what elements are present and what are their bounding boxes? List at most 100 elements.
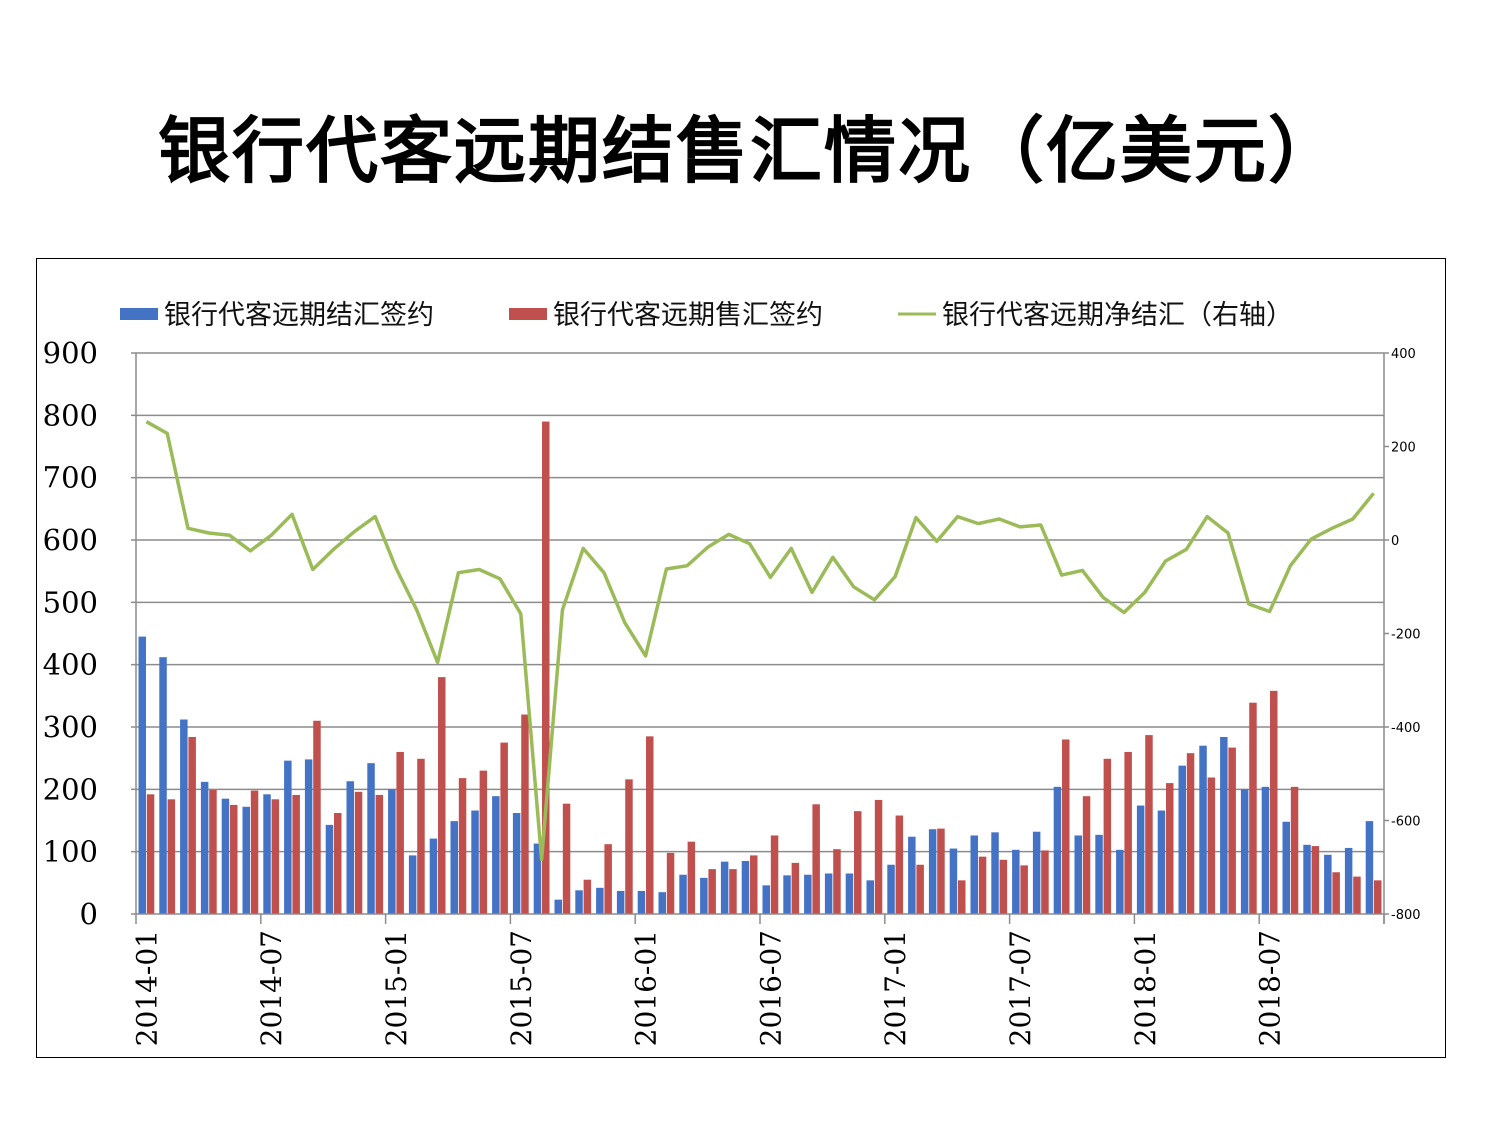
bar-settle [325, 824, 334, 914]
bar-settle [554, 899, 562, 914]
bar-settle [908, 836, 916, 914]
bar-settle [1157, 810, 1166, 914]
bar-settle [949, 848, 958, 914]
bar-sale [916, 864, 924, 914]
x-tick-label: 2015-07 [505, 930, 538, 1046]
x-tick-label: 2016-07 [754, 930, 787, 1046]
y-tick-label-left: 600 [43, 523, 98, 557]
bar-settle [575, 890, 583, 914]
y-tick-label-left: 900 [43, 336, 98, 370]
bar-settle [408, 855, 417, 914]
bar-sale [1166, 783, 1174, 914]
legend-swatch-settle [120, 308, 158, 320]
bar-sale [666, 852, 675, 914]
bar-settle [388, 789, 396, 914]
bar-settle [1116, 849, 1124, 914]
bar-settle [679, 874, 687, 914]
x-tick-label: 2015-01 [380, 930, 413, 1046]
bar-settle [1074, 835, 1082, 914]
bar-settle [242, 806, 250, 914]
bar-sale [791, 862, 800, 914]
bar-settle [991, 832, 999, 914]
y-tick-label-right: -600 [1391, 815, 1421, 830]
bar-settle [700, 877, 708, 914]
y-tick-label-left: 400 [43, 648, 98, 682]
bar-settle [1303, 844, 1311, 914]
bar-sale [937, 828, 945, 914]
bar-sale [334, 813, 342, 914]
y-tick-label-right: 0 [1391, 534, 1399, 549]
bar-sale [1228, 747, 1236, 914]
bar-settle [450, 821, 458, 914]
y-tick-label-right: 400 [1391, 347, 1416, 362]
bar-sale [479, 770, 488, 914]
y-tick-label-right: -800 [1391, 908, 1421, 923]
bar-sale [1290, 786, 1299, 914]
bar-settle [804, 874, 812, 914]
bar-settle [845, 873, 854, 914]
x-tick-label: 2017-01 [879, 930, 912, 1046]
x-tick-label: 2018-01 [1129, 930, 1162, 1046]
bar-sale [1145, 735, 1153, 914]
bar-settle [1240, 789, 1249, 914]
bar-sale [583, 879, 592, 914]
legend: 银行代客远期结汇签约 银行代客远期售汇签约 银行代客远期净结汇（右轴） [120, 300, 1293, 331]
y-tick-label-right: 200 [1391, 441, 1416, 456]
y-tick-label-left: 100 [43, 835, 98, 869]
bar-settle [658, 892, 666, 914]
bar-settle [762, 885, 770, 914]
bar-sale [1186, 753, 1195, 914]
bar-settle [1344, 847, 1353, 914]
bar-sale [895, 815, 904, 914]
y-tick-label-right: -200 [1391, 628, 1421, 643]
y-axis-left: 0 100 200 300 400 500 600 700 800 900 [43, 336, 98, 931]
bar-sale [458, 778, 467, 914]
bar-sale [1062, 739, 1070, 914]
x-tick-label: 2016-01 [630, 930, 663, 1046]
bar-sale [1270, 690, 1278, 914]
y-tick-label-left: 300 [43, 710, 98, 744]
bar-sale [999, 859, 1008, 914]
bar-sale [978, 856, 987, 914]
bar-sale [230, 804, 238, 914]
bar-settle [138, 636, 146, 914]
bar-settle [367, 763, 375, 914]
bar-sale [687, 841, 696, 914]
bar-settle [159, 657, 167, 914]
y-tick-label-left: 0 [80, 897, 98, 931]
bar-settle [720, 861, 729, 914]
bar-settle [783, 875, 791, 914]
bar-sale [292, 794, 300, 914]
bar-settle [492, 796, 500, 914]
bar-sale [1353, 876, 1361, 914]
line-series [145, 420, 1375, 862]
bar-sale [1041, 850, 1049, 914]
bar-sale [854, 811, 862, 914]
bar-sale [604, 844, 612, 914]
bar-settle [1136, 805, 1145, 914]
gridlines [136, 352, 1384, 853]
legend-label-sale: 银行代客远期售汇签约 [553, 300, 823, 331]
bar-sale [646, 736, 654, 914]
bar-settle [637, 890, 646, 914]
y-tick-label-left: 500 [43, 585, 98, 619]
bar-sale [354, 791, 363, 914]
bar-sale [542, 421, 550, 914]
bar-sale [1249, 702, 1257, 914]
bar-sale [1207, 777, 1216, 914]
x-tick-label: 2018-07 [1254, 930, 1287, 1046]
bar-sale [209, 789, 217, 914]
bar-sale [833, 849, 841, 914]
bar-settle [429, 838, 438, 914]
bar-settle [200, 781, 209, 914]
bar-settle [512, 813, 521, 914]
chart: 银行代客远期结汇签约 银行代客远期售汇签约 银行代客远期净结汇（右轴） 0 100… [43, 300, 1421, 1046]
bar-settle [304, 759, 313, 914]
chart-frame [36, 258, 1446, 1058]
bar-settle [1032, 831, 1041, 914]
bar-settle [533, 843, 542, 914]
x-tick-label: 2014-01 [130, 930, 163, 1046]
bar-settle [1261, 786, 1270, 914]
bar-sale [500, 742, 508, 914]
bar-sale [1374, 880, 1382, 914]
